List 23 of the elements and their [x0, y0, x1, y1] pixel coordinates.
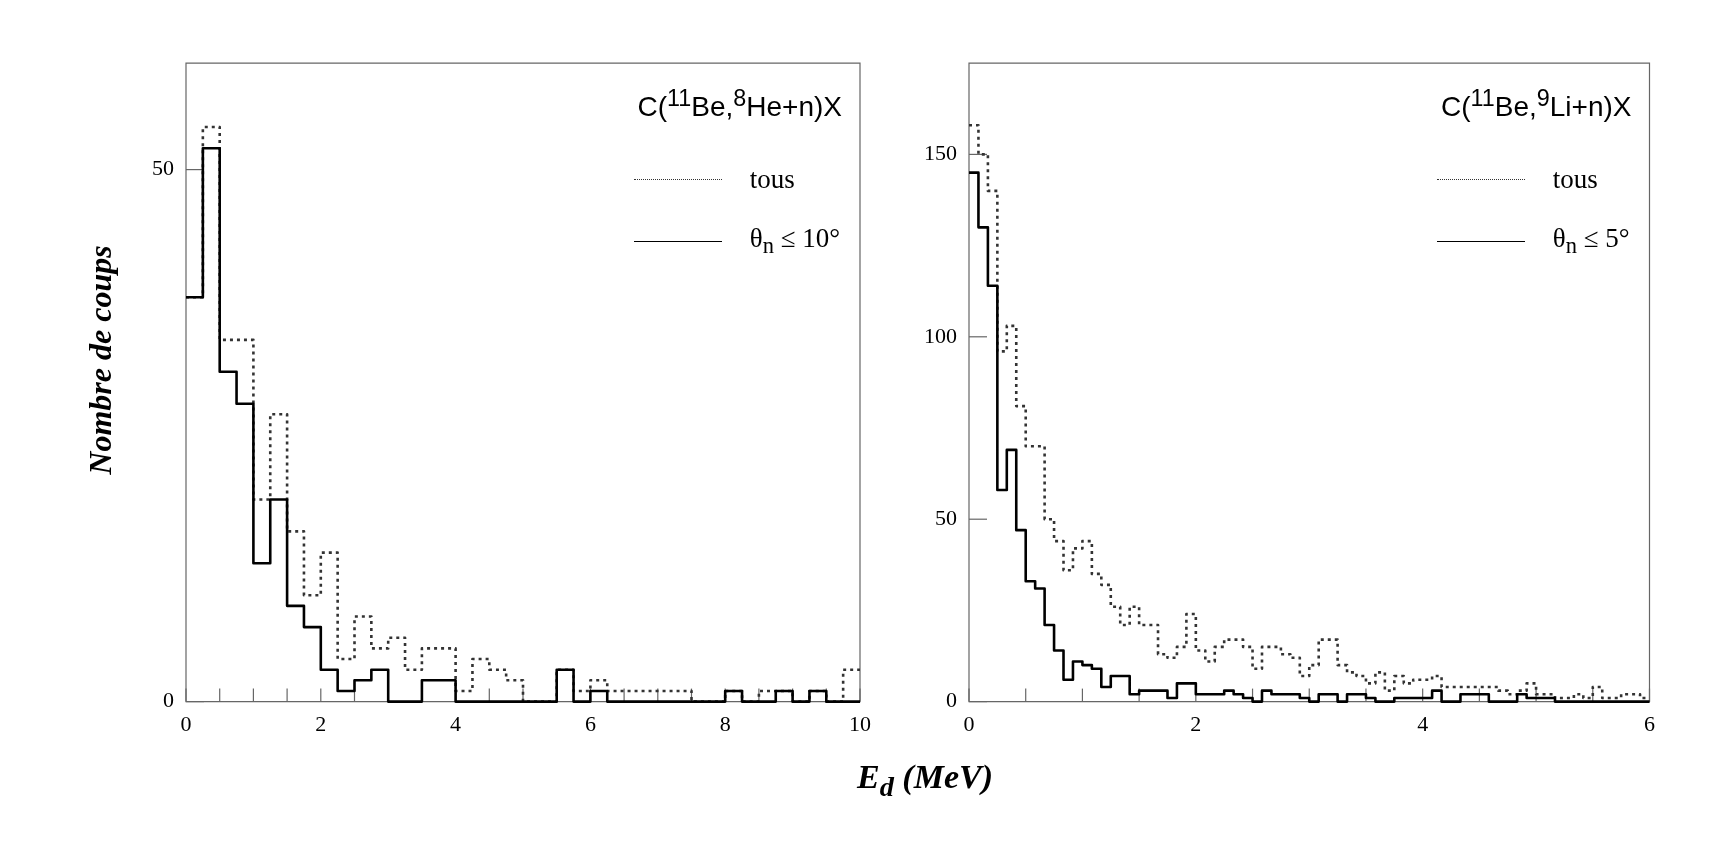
legend-label: tous — [749, 163, 795, 195]
x-tick-label: 6 — [1644, 710, 1655, 736]
legend-label: θ$_{n}$ ≤ 5° — [1552, 222, 1630, 260]
y-tick-label: 50 — [935, 504, 957, 530]
y-tick-label: 50 — [152, 155, 174, 181]
x-tick-label: 2 — [1190, 710, 1202, 736]
x-axis-title: E$_{d}$ (MeV) — [856, 758, 994, 803]
text: C($^{11}$Be,$^{9}$Li+n)X — [1441, 85, 1632, 124]
x-tick-label: 4 — [1417, 710, 1429, 736]
x-tick-label: 2 — [315, 710, 327, 736]
x-tick-label: 6 — [584, 710, 596, 736]
x-tick-label: 4 — [450, 710, 462, 736]
x-tick-label: 8 — [719, 710, 731, 736]
y-tick-label: 100 — [924, 322, 957, 348]
y-axis-title: Nombre de coups — [81, 245, 119, 475]
x-tick-label: 0 — [963, 710, 975, 736]
legend-label: θ$_{n}$ ≤ 10° — [749, 222, 840, 260]
y-tick-label: 150 — [924, 140, 957, 166]
y-tick-label: 0 — [946, 687, 957, 713]
text: C($^{11}$Be,$^{8}$He+n)X — [637, 85, 842, 124]
x-tick-label: 0 — [180, 710, 192, 736]
x-tick-label: 10 — [849, 710, 871, 736]
legend-label: tous — [1552, 163, 1598, 195]
